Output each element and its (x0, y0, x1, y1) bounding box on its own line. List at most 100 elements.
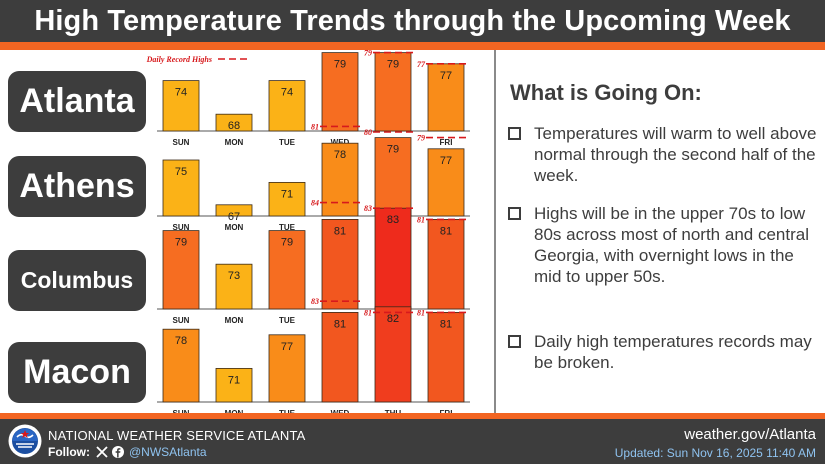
bar-value-label: 67 (228, 211, 240, 223)
record-value-label: 80 (311, 50, 319, 52)
updated-timestamp: Updated: Sun Nov 16, 2025 11:40 AM (614, 446, 816, 460)
bar-value-label: 75 (175, 166, 187, 178)
temperature-bar (427, 311, 465, 403)
temperature-bar (215, 263, 253, 310)
follow-label: Follow: (48, 445, 90, 459)
temperature-bar (268, 230, 306, 310)
info-panel: What is Going On: Temperatures will warm… (498, 50, 825, 413)
temperature-bar (215, 113, 253, 132)
website-link[interactable]: weather.gov/Atlanta (684, 426, 816, 443)
day-tick-label: TUE (279, 223, 296, 232)
legend-label: Daily Record Highs (146, 55, 212, 64)
bar-value-label: 81 (334, 318, 346, 330)
bar-value-label: 79 (334, 59, 346, 71)
bar-value-label: 73 (228, 270, 240, 282)
temperature-bar (321, 218, 359, 310)
bar-value-label: 77 (281, 341, 293, 353)
bar-value-label: 81 (334, 225, 346, 237)
bullet-text: Temperatures will warm to well above nor… (534, 124, 817, 185)
bar-value-label: 71 (281, 188, 293, 200)
bar-value-label: 81 (440, 318, 452, 330)
day-tick-label: TUE (279, 409, 296, 413)
temperature-bar (374, 306, 412, 403)
temperature-bar (374, 52, 412, 132)
day-tick-label: WED (331, 409, 350, 413)
bar-value-label: 81 (440, 225, 452, 237)
day-tick-label: MON (225, 409, 244, 413)
facebook-icon[interactable] (112, 446, 124, 458)
record-value-label: 81 (311, 122, 319, 131)
city-label-athens: Athens (8, 156, 146, 217)
bar-value-label: 74 (175, 87, 187, 99)
bar-value-label: 77 (440, 70, 452, 82)
record-value-label: 83 (311, 297, 319, 306)
org-name: NATIONAL WEATHER SERVICE ATLANTA (48, 428, 306, 443)
temperature-bar (268, 334, 306, 403)
checkbox-bullet-icon (508, 335, 521, 348)
record-value-label: 81 (417, 308, 425, 317)
day-tick-label: SUN (173, 138, 190, 147)
bar-value-label: 79 (281, 237, 293, 249)
temperature-bar (215, 204, 253, 217)
bullet-text: Highs will be in the upper 70s to low 80… (534, 204, 809, 286)
info-heading: What is Going On: (510, 80, 702, 105)
social-handle-link[interactable]: @NWSAtlanta (129, 445, 207, 459)
temperature-bar (162, 328, 200, 403)
temperature-bar (162, 80, 200, 132)
charts-panel: 74 SUN 68 MON 74 TUE 79 WED 80 79 THU 79 77 FRI 77 75 SU… (0, 50, 496, 413)
city-label-macon: Macon (8, 342, 146, 403)
temperature-bar (427, 218, 465, 310)
day-tick-label: WED (331, 138, 350, 147)
bar-value-label: 68 (228, 120, 240, 132)
bar-value-label: 78 (175, 335, 187, 347)
day-tick-label: MON (225, 138, 244, 147)
day-tick-label: TUE (279, 138, 296, 147)
day-tick-label: SUN (173, 409, 190, 413)
bullet-text: Daily high temperatures records may be b… (534, 332, 812, 372)
bar-charts-svg: 74 SUN 68 MON 74 TUE 79 WED 80 79 THU 79 77 FRI 77 75 SU… (146, 50, 470, 413)
record-value-label: 79 (417, 134, 425, 143)
bar-value-label: 79 (175, 237, 187, 249)
temperature-bar (427, 148, 465, 217)
record-value-label: 80 (364, 128, 372, 137)
day-tick-label: FRI (440, 138, 453, 147)
temperature-bar (321, 52, 359, 132)
day-tick-label: THU (385, 409, 402, 413)
record-value-label: 84 (311, 199, 319, 208)
temperature-bar (268, 80, 306, 132)
bar-value-label: 77 (440, 155, 452, 167)
temperature-bar (268, 181, 306, 217)
record-value-label: 79 (364, 50, 372, 58)
header-accent-stripe (0, 42, 825, 50)
temperature-bar (374, 137, 412, 217)
record-value-label: 77 (417, 60, 426, 69)
checkbox-bullet-icon (508, 127, 521, 140)
day-tick-label: SUN (173, 316, 190, 325)
bar-value-label: 83 (387, 214, 399, 226)
temperature-bar (321, 311, 359, 403)
temperature-bar (162, 230, 200, 310)
day-tick-label: TUE (279, 316, 296, 325)
bar-value-label: 79 (387, 59, 399, 71)
bar-value-label: 82 (387, 313, 399, 325)
record-value-label: 81 (364, 308, 372, 317)
bar-value-label: 78 (334, 149, 346, 161)
bar-value-label: 74 (281, 87, 293, 99)
temperature-bar (162, 159, 200, 217)
day-tick-label: MON (225, 316, 244, 325)
city-label-columbus: Columbus (8, 250, 146, 311)
footer-accent-stripe (0, 413, 825, 419)
header-bar: High Temperature Trends through the Upco… (0, 0, 825, 42)
bar-value-label: 71 (228, 374, 240, 386)
temperature-bar (321, 142, 359, 217)
day-tick-label: SUN (173, 223, 190, 232)
city-label-atlanta: Atlanta (8, 71, 146, 132)
temperature-bar (427, 63, 465, 132)
record-value-label: 81 (417, 215, 425, 224)
day-tick-label: FRI (440, 409, 453, 413)
page-title: High Temperature Trends through the Upco… (34, 5, 791, 37)
x-twitter-icon[interactable] (96, 446, 108, 458)
record-value-label: 83 (364, 204, 372, 213)
day-tick-label: MON (225, 223, 244, 232)
checkbox-bullet-icon (508, 207, 521, 220)
